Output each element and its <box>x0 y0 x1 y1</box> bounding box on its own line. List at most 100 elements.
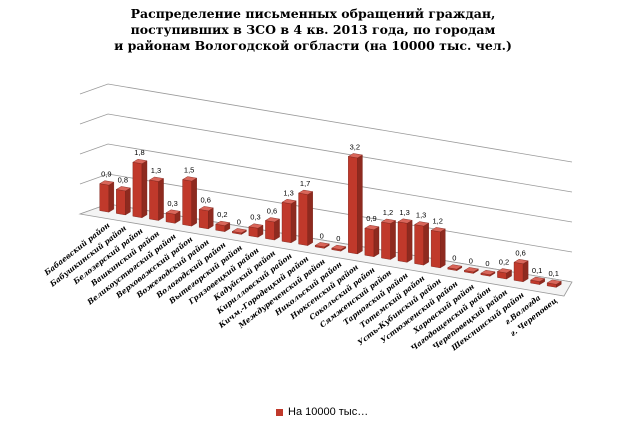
bar-side <box>357 154 363 255</box>
bar <box>397 218 413 263</box>
bar-side <box>522 260 529 283</box>
bar-front <box>116 189 126 216</box>
bar-top <box>331 244 347 250</box>
bar <box>414 221 430 266</box>
bar-value-label: 1,2 <box>383 208 393 217</box>
bar-front <box>348 156 358 255</box>
bar-top <box>215 220 231 226</box>
bar-value-label: 1,5 <box>184 166 194 175</box>
bar <box>215 220 231 233</box>
bar-value-label: 0,2 <box>217 210 227 219</box>
bar-side <box>274 218 280 241</box>
bar-front <box>198 209 209 230</box>
bar-front <box>281 202 292 244</box>
bar-value-label: 1,3 <box>416 211 426 220</box>
bar-side <box>108 181 115 213</box>
bar-front <box>298 192 308 246</box>
bar <box>530 276 546 285</box>
gridline <box>79 83 573 163</box>
bar-side <box>423 222 429 266</box>
bar-top <box>364 224 380 230</box>
bar-front <box>99 183 110 213</box>
bar-top <box>248 223 264 229</box>
bar-value-label: 1,8 <box>134 148 144 157</box>
bar-value-label: 0,1 <box>548 269 558 278</box>
bar-value-label: 0 <box>320 231 324 240</box>
bar <box>496 268 513 280</box>
bar-value-label: 0,2 <box>499 257 509 266</box>
bar-top <box>414 221 430 227</box>
bar <box>281 199 297 244</box>
bar <box>115 186 131 216</box>
bar-top <box>298 189 314 195</box>
bar <box>182 176 198 227</box>
bar-side <box>141 160 148 219</box>
bar <box>231 228 247 235</box>
bar-top <box>148 176 165 182</box>
bar-value-label: 0 <box>237 217 241 226</box>
bar-side <box>373 226 380 258</box>
bar-value-label: 0,1 <box>532 266 542 275</box>
bar-value-label: 1,2 <box>432 216 442 225</box>
bar <box>364 224 380 258</box>
bar-value-label: 0,6 <box>200 195 210 204</box>
legend: На 10000 тыс… <box>276 406 368 418</box>
bar-value-label: 0,9 <box>366 214 376 223</box>
bar <box>148 176 165 221</box>
bar-value-label: 0 <box>485 259 489 268</box>
bar-value-label: 0,9 <box>101 170 111 179</box>
bar-value-label: 0,3 <box>167 199 177 208</box>
bar-side <box>158 178 164 221</box>
bar <box>198 206 214 230</box>
bar-top <box>447 264 463 270</box>
bar <box>480 269 496 277</box>
bar-top <box>530 276 546 282</box>
bar-front <box>364 227 375 257</box>
bar-value-label: 0 <box>336 234 340 243</box>
legend-label: На 10000 тыс… <box>288 406 369 418</box>
bar <box>165 209 181 224</box>
bar-value-label: 1,3 <box>399 208 409 217</box>
bar-top <box>480 269 496 275</box>
bar-top <box>380 218 397 224</box>
bar <box>513 259 529 283</box>
bar-value-label: 0,8 <box>118 175 128 184</box>
bar-side <box>440 228 446 269</box>
bar-top <box>132 158 148 164</box>
chart-title: Распределение письменных обращений гражд… <box>0 6 626 54</box>
bar-value-label: 0 <box>469 256 473 265</box>
bar-value-label: 0,3 <box>250 213 260 222</box>
bar-top <box>513 259 529 265</box>
bar-side <box>390 220 396 260</box>
bar-value-label: 0,6 <box>515 248 525 257</box>
bar-top <box>281 199 297 205</box>
bar-front <box>132 161 143 218</box>
bar-front <box>165 212 176 224</box>
bar-top <box>165 209 181 215</box>
bar <box>298 189 314 246</box>
bar-front <box>381 221 391 260</box>
chart-title-line-3: и районам Вологодской огбласти (на 10000… <box>114 38 512 53</box>
bar <box>331 244 347 252</box>
bar-front <box>248 226 259 238</box>
bar-side <box>208 207 214 230</box>
bar-top <box>115 186 131 192</box>
bar-front <box>182 179 192 227</box>
bar <box>132 158 148 219</box>
bar-front <box>397 221 408 263</box>
bar-front <box>430 230 441 269</box>
bar-top <box>546 279 562 285</box>
legend-swatch <box>276 408 283 416</box>
gridline <box>79 143 573 223</box>
bar-top <box>198 206 214 212</box>
bar <box>447 264 463 272</box>
bar-top <box>314 242 330 248</box>
bar-top <box>347 153 363 159</box>
bar <box>463 267 479 274</box>
chart-title-line-1: Распределение письменных обращений гражд… <box>130 6 496 21</box>
bar-top <box>99 180 115 186</box>
bar-side <box>290 200 297 244</box>
bar-value-label: 0,6 <box>267 206 277 215</box>
bar <box>314 242 330 249</box>
